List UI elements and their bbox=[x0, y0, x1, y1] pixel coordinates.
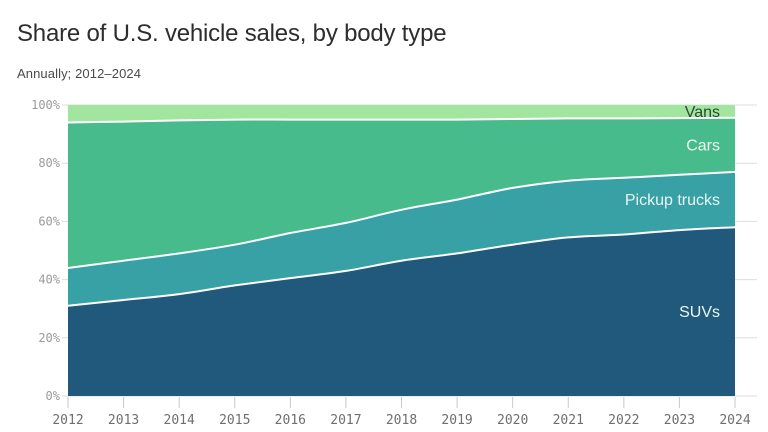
x-tick-label: 2016 bbox=[275, 413, 306, 428]
area-cars bbox=[68, 117, 735, 268]
y-tick-label: 0% bbox=[46, 389, 61, 403]
x-tick-label: 2023 bbox=[664, 413, 695, 428]
y-tick-label: 40% bbox=[38, 273, 60, 287]
boundary-line-cars bbox=[67, 116, 736, 124]
chart-subtitle: Annually; 2012–2024 bbox=[17, 66, 142, 81]
x-tick-label: 2013 bbox=[108, 413, 139, 428]
x-tick-label: 2015 bbox=[219, 413, 250, 428]
x-tick-label: 2012 bbox=[52, 413, 83, 428]
x-tick-label: 2019 bbox=[441, 413, 472, 428]
boundary-line-pickup-trucks bbox=[67, 170, 736, 269]
x-tick-label: 2022 bbox=[608, 413, 639, 428]
y-tick-label: 100% bbox=[31, 98, 61, 112]
x-tick-label: 2017 bbox=[330, 413, 361, 428]
y-tick-label: 80% bbox=[38, 156, 60, 170]
series-label-cars: Cars bbox=[686, 137, 720, 154]
x-tick-label: 2014 bbox=[164, 413, 195, 428]
y-tick-label: 60% bbox=[38, 214, 60, 228]
y-tick-label: 20% bbox=[38, 331, 60, 345]
series-label-pickup-trucks: Pickup trucks bbox=[625, 192, 720, 209]
x-tick-label: 2018 bbox=[386, 413, 417, 428]
series-label-suvs: SUVs bbox=[679, 304, 720, 321]
x-tick-label: 2024 bbox=[719, 413, 750, 428]
series-label-vans: Vans bbox=[685, 104, 720, 121]
x-tick-label: 2020 bbox=[497, 413, 528, 428]
x-tick-label: 2021 bbox=[553, 413, 584, 428]
chart-title: Share of U.S. vehicle sales, by body typ… bbox=[17, 20, 447, 47]
boundary-line-suvs bbox=[67, 226, 736, 307]
area-suvs bbox=[68, 227, 735, 396]
area-pickup-trucks bbox=[68, 171, 735, 306]
